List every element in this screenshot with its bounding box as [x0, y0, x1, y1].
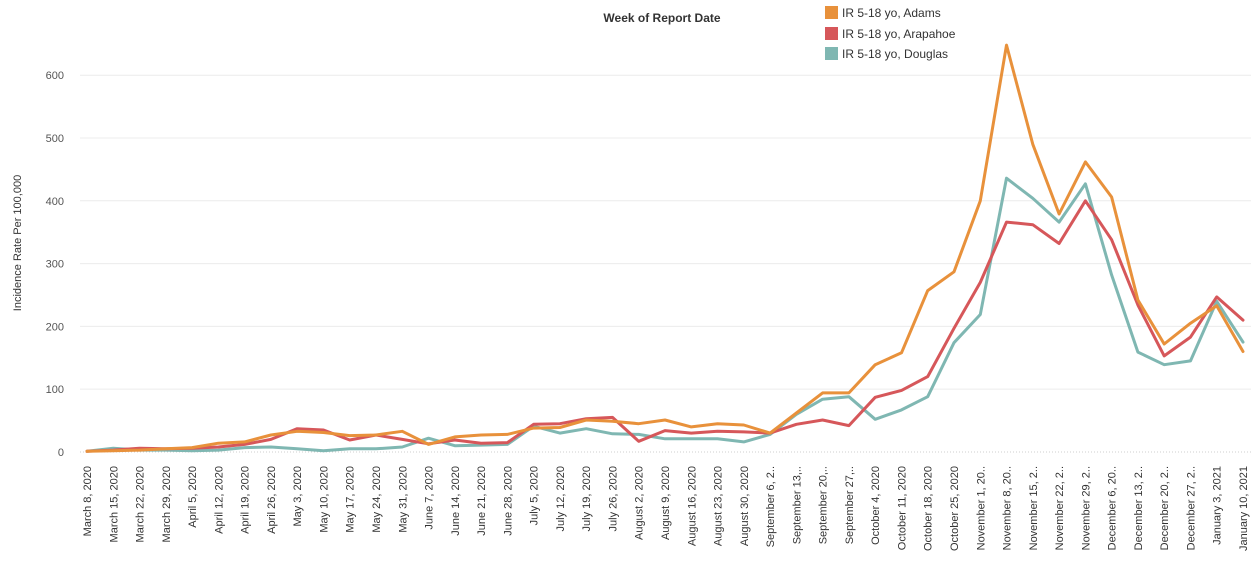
x-tick-label: June 28, 2020	[502, 466, 514, 536]
x-tick-label: March 22, 2020	[135, 466, 147, 542]
gridlines	[80, 74, 1251, 453]
legend-swatch-adams	[825, 6, 838, 19]
y-tick-label: 0	[58, 447, 64, 459]
y-tick-label: 600	[46, 70, 64, 82]
x-tick-label: April 19, 2020	[240, 466, 252, 534]
x-tick-label: September 13,..	[791, 466, 803, 544]
legend-item-adams[interactable]: IR 5-18 yo, Adams	[825, 6, 941, 20]
x-tick-label: April 12, 2020	[213, 466, 225, 534]
x-tick-label: October 18, 2020	[923, 466, 935, 551]
x-tick-label: July 5, 2020	[529, 466, 541, 525]
x-tick-label: January 10, 2021	[1238, 466, 1250, 551]
x-tick-label: August 2, 2020	[634, 466, 646, 540]
x-tick-label: August 23, 2020	[713, 466, 725, 546]
legend-label-adams: IR 5-18 yo, Adams	[842, 6, 941, 20]
legend-label-arapahoe: IR 5-18 yo, Arapahoe	[842, 27, 956, 41]
legend-item-douglas[interactable]: IR 5-18 yo, Douglas	[825, 47, 948, 61]
x-tick-label: May 31, 2020	[397, 466, 409, 533]
x-tick-label: December 20, 2..	[1159, 466, 1171, 550]
x-axis-ticks: March 8, 2020 March 15, 2020 March 22, 202…	[82, 466, 1250, 551]
x-tick-label: October 25, 2020	[949, 466, 961, 551]
x-tick-label: May 17, 2020	[345, 466, 357, 533]
y-tick-label: 200	[46, 321, 64, 333]
x-tick-label: November 1, 20..	[975, 466, 987, 550]
x-tick-label: September 20,..	[818, 466, 830, 544]
series-line-arapahoe[interactable]	[85, 199, 1245, 453]
x-tick-label: August 9, 2020	[660, 466, 672, 540]
legend-swatch-douglas	[825, 47, 838, 60]
x-tick-label: April 5, 2020	[187, 466, 199, 528]
x-tick-label: June 21, 2020	[476, 466, 488, 536]
x-tick-label: October 11, 2020	[896, 466, 908, 550]
x-tick-label: March 29, 2020	[161, 466, 173, 542]
legend[interactable]: IR 5-18 yo, Adams IR 5-18 yo, Arapahoe I…	[825, 6, 956, 61]
x-tick-label: September 27,..	[844, 466, 856, 544]
y-axis-ticks: 0 100 200 300 400 500 600	[46, 70, 64, 459]
x-tick-label: June 14, 2020	[450, 466, 462, 536]
x-tick-label: December 6, 20..	[1107, 466, 1119, 550]
x-tick-label: May 24, 2020	[371, 466, 383, 533]
x-tick-label: June 7, 2020	[424, 466, 436, 530]
x-tick-label: January 3, 2021	[1212, 466, 1224, 545]
legend-item-arapahoe[interactable]: IR 5-18 yo, Arapahoe	[825, 27, 956, 41]
x-tick-label: March 8, 2020	[82, 466, 94, 536]
x-tick-label: March 15, 2020	[108, 466, 120, 542]
x-tick-label: December 27, 2..	[1185, 466, 1197, 550]
x-tick-label: August 16, 2020	[686, 466, 698, 546]
x-tick-label: November 8, 20..	[1002, 466, 1014, 550]
y-tick-label: 100	[46, 384, 64, 396]
x-tick-label: September 6, 2..	[765, 466, 777, 547]
x-tick-label: August 30, 2020	[739, 466, 751, 546]
x-tick-label: November 29, 2..	[1080, 466, 1092, 550]
x-tick-label: October 4, 2020	[870, 466, 882, 545]
x-axis-title: Week of Report Date	[603, 11, 720, 25]
y-tick-label: 500	[46, 133, 64, 145]
x-tick-label: July 26, 2020	[607, 466, 619, 531]
y-tick-label: 300	[46, 259, 64, 271]
series-line-adams[interactable]	[85, 43, 1245, 453]
x-tick-label: July 12, 2020	[555, 466, 567, 531]
x-tick-label: November 22, 2..	[1054, 466, 1066, 550]
x-tick-label: May 3, 2020	[292, 466, 304, 527]
x-tick-label: July 19, 2020	[581, 466, 593, 531]
x-tick-label: April 26, 2020	[266, 466, 278, 534]
series-lines	[85, 43, 1245, 453]
series-line-douglas[interactable]	[85, 176, 1245, 453]
y-tick-label: 400	[46, 196, 64, 208]
x-tick-label: December 13, 2..	[1133, 466, 1145, 550]
legend-swatch-arapahoe	[825, 27, 838, 40]
x-tick-label: November 15, 2..	[1028, 466, 1040, 550]
y-axis-title: Incidence Rate Per 100,000	[12, 175, 24, 311]
legend-label-douglas: IR 5-18 yo, Douglas	[842, 47, 948, 61]
x-tick-label: May 10, 2020	[318, 466, 330, 533]
